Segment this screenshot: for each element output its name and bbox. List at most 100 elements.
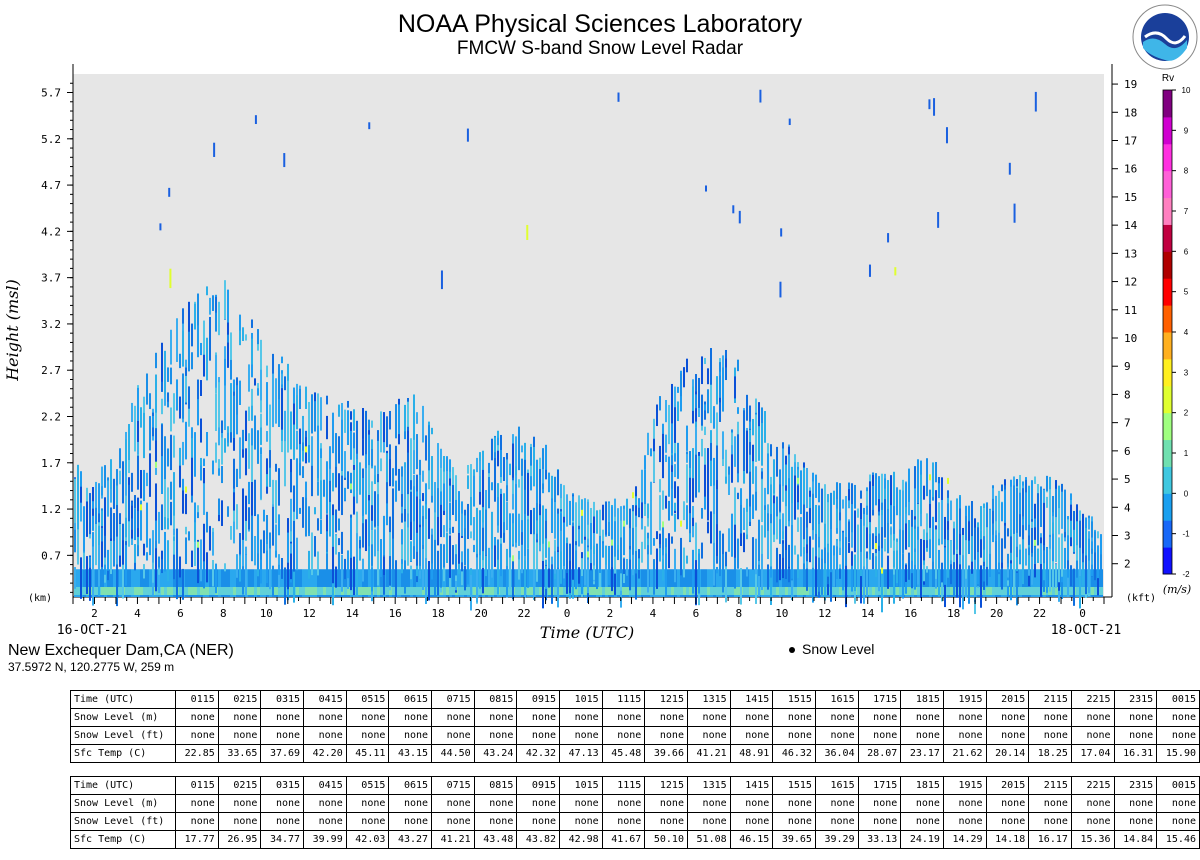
echo-streak	[1001, 548, 1003, 590]
echo-surface	[608, 587, 611, 595]
echo-streak	[716, 452, 718, 483]
echo-streak	[257, 388, 259, 396]
echo-streak	[233, 480, 235, 511]
colorbar-tick-label: 10	[1182, 86, 1191, 95]
echo-streak	[854, 510, 856, 553]
echo-streak	[569, 543, 571, 561]
echo-surface	[1022, 587, 1025, 595]
echo-streak	[494, 458, 496, 502]
echo-streak	[683, 501, 685, 521]
echo-streak	[1019, 474, 1021, 493]
echo-streak	[341, 554, 343, 592]
x-tick-label: 10	[260, 607, 273, 620]
echo-streak	[944, 516, 946, 556]
row-label: Sfc Temp (C)	[69, 830, 177, 849]
echo-streak	[662, 423, 664, 442]
table-cell: 48.91	[729, 744, 774, 763]
echo-streak	[95, 524, 97, 566]
echo-streak	[389, 410, 391, 430]
echo-surface	[671, 587, 674, 595]
table-cell: none	[1113, 726, 1158, 745]
echo-streak	[542, 542, 544, 578]
table-cell: 1715	[857, 776, 902, 795]
echo-streak	[173, 540, 175, 555]
echo-surface	[257, 587, 260, 595]
echo-streak	[719, 530, 721, 577]
echo-streak	[950, 540, 952, 561]
echo-streak	[530, 476, 532, 491]
echo-streak	[284, 567, 286, 605]
echo-streak	[914, 466, 916, 491]
echo-streak	[803, 494, 805, 540]
echo-surface	[113, 587, 116, 595]
echo-streak	[248, 433, 250, 469]
table-cell: none	[559, 812, 603, 831]
echo-lowband	[857, 569, 860, 597]
echo-streak	[965, 540, 967, 579]
echo-streak	[173, 550, 175, 580]
echo-streak	[659, 539, 661, 551]
echo-streak	[416, 565, 418, 577]
echo-streak	[326, 395, 328, 405]
table-cell: none	[345, 812, 390, 831]
echo-surface	[365, 587, 368, 595]
table-cell: none	[559, 726, 603, 745]
echo-lowband	[494, 569, 497, 597]
echo-streak	[905, 523, 907, 544]
echo-streak	[410, 491, 412, 522]
echo-streak	[227, 334, 229, 343]
echo-streak	[326, 492, 328, 514]
echo-surface	[773, 587, 776, 595]
echo-streak	[686, 358, 688, 373]
echo-streak	[203, 475, 205, 515]
echo-streak	[932, 462, 934, 498]
echo-streak	[1055, 564, 1057, 589]
echo-lowband	[221, 569, 224, 597]
echo-streak	[320, 443, 322, 482]
x-tick-label: 4	[134, 607, 141, 620]
echo-streak	[449, 520, 451, 529]
echo-streak	[806, 511, 808, 529]
echo-streak	[704, 464, 706, 497]
echo-streak	[665, 399, 667, 423]
echo-surface	[206, 587, 209, 595]
echo-streak	[1064, 547, 1066, 569]
echo-streak	[737, 492, 739, 500]
echo-streak	[182, 568, 184, 600]
echo-streak	[719, 394, 721, 403]
echo-speck	[704, 185, 707, 192]
echo-streak	[302, 435, 304, 451]
echo-streak	[134, 544, 136, 563]
echo-streak	[179, 447, 181, 482]
table-cell: 37.69	[260, 744, 305, 763]
echo-lowband	[386, 569, 389, 597]
met-table-day2: Time (UTC) 0115 0215 0315 0415 0515 0615 0715 08…	[69, 776, 1200, 849]
echo-lowband	[143, 569, 146, 597]
table-cell: 2115	[1028, 690, 1072, 709]
colorbar-segment	[1163, 520, 1172, 548]
echo-streak	[911, 548, 913, 574]
echo-streak	[350, 517, 352, 558]
echo-streak	[350, 430, 352, 460]
table-cell: none	[1070, 794, 1115, 813]
echo-streak	[1016, 532, 1018, 547]
colorbar-segment	[1163, 466, 1172, 494]
echo-streak	[341, 531, 343, 554]
echo-streak	[413, 432, 415, 451]
echo-streak	[359, 540, 361, 549]
echo-streak	[275, 463, 277, 472]
y-left-unit: (km)	[28, 593, 52, 604]
echo-streak	[857, 508, 859, 518]
echo-streak	[1082, 557, 1084, 586]
station-coords: 37.5972 N, 120.2775 W, 259 m	[8, 660, 175, 674]
echo-streak	[908, 520, 910, 548]
y-right-tick-label: 17	[1124, 134, 1137, 147]
echo-streak	[509, 513, 511, 531]
echo-streak	[260, 419, 262, 445]
echo-streak	[899, 511, 901, 521]
echo-streak	[170, 407, 172, 432]
echo-streak	[902, 560, 904, 584]
echo-streak	[389, 532, 391, 567]
echo-streak	[401, 563, 403, 574]
echo-surface	[704, 587, 707, 595]
